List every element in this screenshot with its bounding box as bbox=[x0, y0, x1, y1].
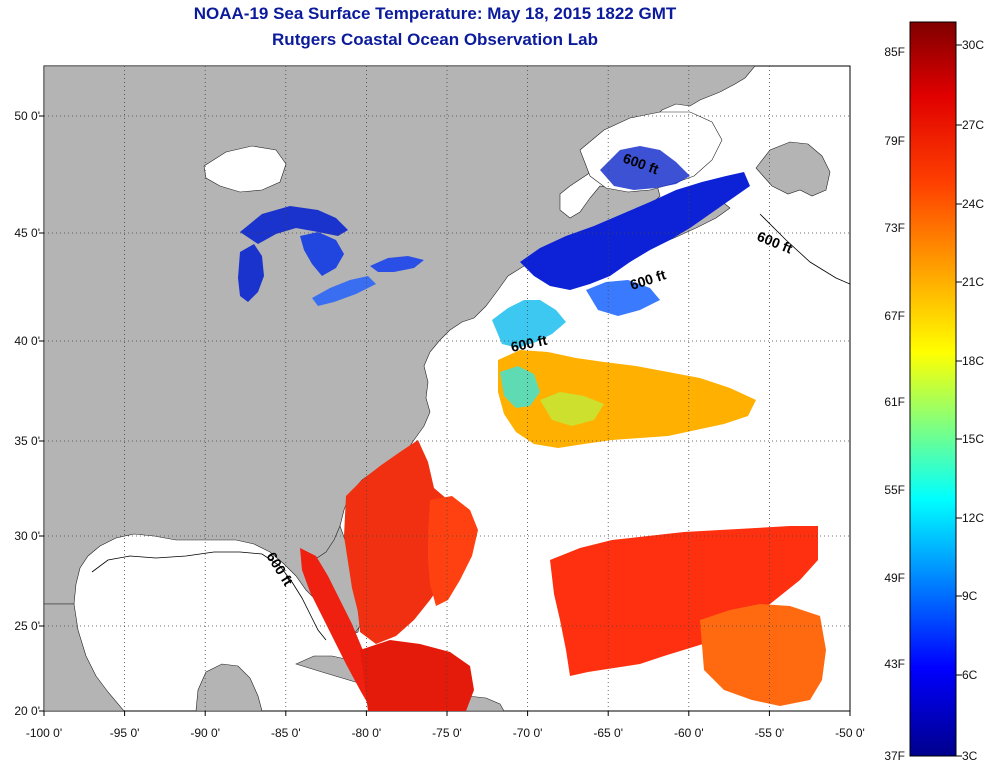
colorbar-c-label: 24C bbox=[962, 197, 984, 211]
colorbar-c-label: 9C bbox=[962, 589, 978, 603]
caribbean-warm bbox=[360, 640, 474, 711]
colorbar-fahrenheit-labels: 85F 79F 73F 67F 61F 55F 49F 43F 37F bbox=[884, 45, 905, 763]
mid-atlantic-green bbox=[540, 392, 604, 426]
colorbar-c-label: 3C bbox=[962, 749, 978, 763]
gulf-of-maine-cold bbox=[520, 172, 750, 290]
newfoundland-land bbox=[755, 141, 831, 197]
latitude-label: 30 0' bbox=[14, 529, 40, 543]
colorbar-f-label: 73F bbox=[884, 221, 905, 235]
colorbar-f-label: 79F bbox=[884, 134, 905, 148]
south-atlantic-bight-warm bbox=[344, 440, 474, 644]
longitude-label: -70 0' bbox=[513, 726, 543, 740]
longitude-label: -80 0' bbox=[352, 726, 382, 740]
colorbar bbox=[909, 21, 957, 757]
longitude-label: -50 0' bbox=[835, 726, 865, 740]
longitude-label: -75 0' bbox=[432, 726, 462, 740]
james-bay-water bbox=[203, 145, 287, 193]
longitude-tick-labels: -100 0' -95 0' -90 0' -85 0' -80 0' -75 0' -70… bbox=[26, 726, 865, 740]
gulf-st-lawrence-cold bbox=[600, 146, 690, 190]
colorbar-f-label: 61F bbox=[884, 395, 905, 409]
shelf-cyan-water bbox=[492, 300, 566, 348]
colorbar-c-label: 21C bbox=[962, 275, 984, 289]
longitude-label: -90 0' bbox=[190, 726, 220, 740]
longitude-label: -65 0' bbox=[593, 726, 623, 740]
colorbar-f-label: 85F bbox=[884, 45, 905, 59]
latitude-label: 35 0' bbox=[14, 434, 40, 448]
sargasso-orange bbox=[700, 604, 826, 706]
colorbar-c-label: 15C bbox=[962, 432, 984, 446]
colorbar-c-label: 18C bbox=[962, 354, 984, 368]
longitude-label: -55 0' bbox=[755, 726, 785, 740]
colorbar-c-label: 30C bbox=[962, 38, 984, 52]
lake-huron bbox=[300, 232, 344, 276]
latitude-label: 45 0' bbox=[14, 226, 40, 240]
longitude-label: -100 0' bbox=[26, 726, 62, 740]
graticule bbox=[39, 66, 851, 716]
colorbar-c-label: 27C bbox=[962, 118, 984, 132]
lake-michigan bbox=[238, 244, 264, 302]
latitude-label: 20 0' bbox=[14, 704, 40, 718]
map-subtitle: Rutgers Coastal Ocean Observation Lab bbox=[272, 30, 598, 49]
colorbar-f-label: 37F bbox=[884, 749, 905, 763]
longitude-label: -95 0' bbox=[110, 726, 140, 740]
north-america-land bbox=[44, 66, 756, 637]
colorbar-c-label: 6C bbox=[962, 668, 978, 682]
colorbar-celsius-labels: 30C 27C 24C 21C 18C 15C 12C 9C 6C 3C bbox=[956, 38, 984, 763]
depth-contour-line bbox=[759, 213, 850, 285]
lake-ontario bbox=[370, 256, 424, 272]
colorbar-f-label: 43F bbox=[884, 657, 905, 671]
lake-superior bbox=[240, 206, 348, 244]
colorbar-f-label: 67F bbox=[884, 309, 905, 323]
colorbar-f-label: 55F bbox=[884, 483, 905, 497]
sargasso-warm bbox=[550, 526, 818, 676]
latitude-label: 40 0' bbox=[14, 334, 40, 348]
west-atlantic-warm bbox=[428, 496, 478, 606]
gulf-stream-yellow-orange bbox=[498, 350, 756, 448]
yucatan-land bbox=[44, 603, 125, 711]
georges-bank-water bbox=[586, 280, 660, 316]
latitude-label: 25 0' bbox=[14, 619, 40, 633]
latitude-label: 50 0' bbox=[14, 109, 40, 123]
longitude-label: -60 0' bbox=[674, 726, 704, 740]
depth-contour-line-gulf bbox=[91, 551, 327, 641]
latitude-tick-labels: 50 0' 45 0' 40 0' 35 0' 30 0' 25 0' 20 0' bbox=[14, 109, 40, 718]
depth-label: 600 ft bbox=[509, 332, 548, 355]
map-title: NOAA-19 Sea Surface Temperature: May 18,… bbox=[193, 4, 677, 23]
mid-atlantic-cyan bbox=[500, 366, 540, 408]
lake-erie bbox=[312, 276, 376, 306]
longitude-label: -85 0' bbox=[271, 726, 301, 740]
colorbar-c-label: 12C bbox=[962, 511, 984, 525]
yucatan-peninsula bbox=[195, 663, 263, 711]
colorbar-f-label: 49F bbox=[884, 571, 905, 585]
